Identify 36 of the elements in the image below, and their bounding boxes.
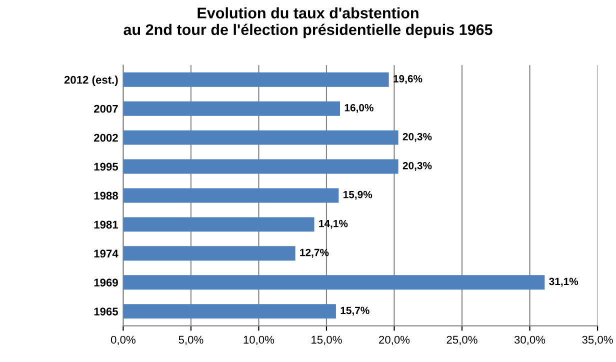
y-tick-label: 2002 [94,134,118,142]
chart-title: Evolution du taux d'abstention au 2nd tour de l'élection présidentielle depuis 1965 [124,7,492,38]
y-tick-label: 2012 (est.) [64,76,118,86]
x-tick-label: 20,0% [379,336,410,345]
y-tick-label: 1969 [94,278,118,286]
x-tick-label: 0,0% [110,336,136,345]
data-label: 20,3% [402,132,432,142]
bar [123,304,336,319]
data-label: 14,1% [319,220,348,229]
x-tick-label: 30,0% [514,336,546,345]
y-tick-label: 1981 [94,220,118,229]
bar [123,130,398,145]
x-tick-label: 35,0% [582,336,613,345]
x-tick-label: 25,0% [446,336,478,345]
x-tick-label: 10,0% [244,336,274,345]
bar [123,188,339,203]
data-label: 15,9% [344,190,372,200]
data-label: 16,0% [344,104,374,113]
y-tick-label: 1974 [94,250,118,258]
data-label: 19,6% [394,75,422,84]
x-tick-label: 5,0% [178,336,204,345]
bar [123,101,340,116]
bar [123,217,314,232]
y-tick-label: 1965 [94,308,118,316]
y-tick-label: 2007 [94,104,118,113]
data-label: 20,3% [402,162,432,171]
data-label: 31,1% [549,278,578,287]
y-tick-label: 1988 [94,192,118,200]
data-label: 12,7% [300,248,329,258]
y-tick-label: 1995 [94,162,118,171]
bar [123,275,545,290]
x-tick-label: 15,0% [312,336,342,345]
bar [123,72,389,87]
bar [123,159,398,174]
data-label: 15,7% [340,306,370,316]
bar [123,246,296,261]
